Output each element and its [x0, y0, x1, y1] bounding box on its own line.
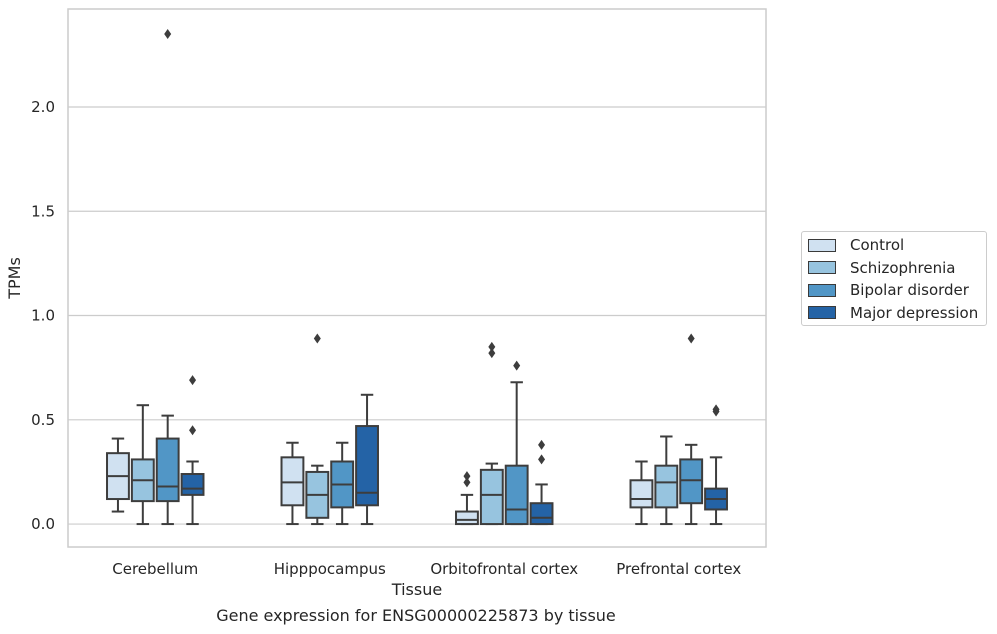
legend-label: Schizophrenia: [850, 258, 956, 277]
outlier-point: [712, 404, 720, 415]
plot-frame: [67, 8, 767, 548]
box-major-depression: [704, 404, 728, 526]
grid-lines: [68, 106, 766, 525]
y-tick-label: 0.5: [31, 411, 55, 429]
x-tick-label: Cerebellum: [112, 560, 198, 578]
iqr-box: [155, 437, 180, 503]
legend-swatch: [808, 306, 836, 319]
outlier-point: [164, 29, 172, 40]
y-tick-label: 1.0: [31, 307, 55, 325]
legend-label: Control: [850, 236, 905, 254]
outlier-point: [513, 360, 521, 371]
box-major-depression: [180, 375, 205, 526]
box-control: [629, 460, 654, 526]
outlier-point: [189, 375, 197, 386]
y-tick-labels: 0.0 0.5 1.0 1.5 2.0: [31, 98, 55, 533]
iqr-box: [629, 479, 654, 509]
box-schizophrenia: [130, 404, 155, 526]
outlier-point: [538, 454, 546, 465]
iqr-box: [504, 464, 529, 526]
iqr-box: [280, 456, 305, 507]
box-major-depression: [529, 439, 554, 526]
figure-caption: Gene expression for ENSG00000225873 by t…: [216, 606, 616, 625]
y-tick-label: 2.0: [31, 98, 55, 116]
iqr-box: [679, 458, 704, 505]
iqr-box: [479, 468, 504, 526]
legend-label: Bipolar disorder: [850, 281, 969, 299]
iqr-box: [654, 464, 679, 509]
legend: Control Schizophrenia Bipolar disorder Majo…: [801, 231, 987, 326]
box-control: [455, 471, 479, 526]
x-tick-label: Hipppocampus: [274, 560, 386, 578]
legend-label: Major depression: [850, 303, 979, 322]
outlier-point: [488, 348, 496, 359]
x-tick-label: Orbitofrontal cortex: [430, 560, 578, 578]
box-schizophrenia: [305, 333, 330, 526]
iqr-box: [355, 425, 379, 507]
box-major-depression: [355, 393, 379, 526]
legend-item: Bipolar disorder: [808, 280, 969, 300]
box-schizophrenia: [479, 341, 504, 526]
iqr-box: [455, 510, 479, 526]
outlier-point: [189, 425, 197, 436]
outlier-point: [463, 477, 471, 488]
x-tick-labels: Cerebellum Hipppocampus Orbitofrontal cort…: [112, 560, 741, 578]
box-control: [106, 437, 130, 513]
box-bipolar-disorder: [155, 29, 180, 526]
legend-item: Schizophrenia: [808, 258, 955, 278]
legend-item: Major depression: [808, 303, 978, 323]
box-control: [280, 441, 305, 526]
y-axis-label: TPMs: [5, 257, 24, 300]
iqr-box: [529, 502, 554, 526]
box-bipolar-disorder: [679, 333, 704, 526]
outlier-point: [687, 333, 695, 344]
y-tick-label: 1.5: [31, 202, 55, 220]
outlier-point: [313, 333, 321, 344]
iqr-box: [180, 473, 205, 496]
legend-swatch: [808, 261, 836, 274]
box-bipolar-disorder: [330, 441, 355, 526]
outlier-point: [488, 341, 496, 352]
box-schizophrenia: [654, 435, 679, 526]
legend-swatch: [808, 238, 836, 252]
outlier-point: [538, 439, 546, 450]
box-bipolar-disorder: [504, 360, 529, 526]
outlier-point: [463, 471, 471, 482]
x-tick-label: Prefrontal cortex: [616, 560, 741, 578]
legend-swatch: [808, 283, 836, 297]
y-tick-label: 0.0: [31, 515, 55, 533]
legend-item: Control: [808, 235, 904, 255]
boxes: [106, 29, 728, 526]
x-axis-label: Tissue: [391, 580, 442, 599]
